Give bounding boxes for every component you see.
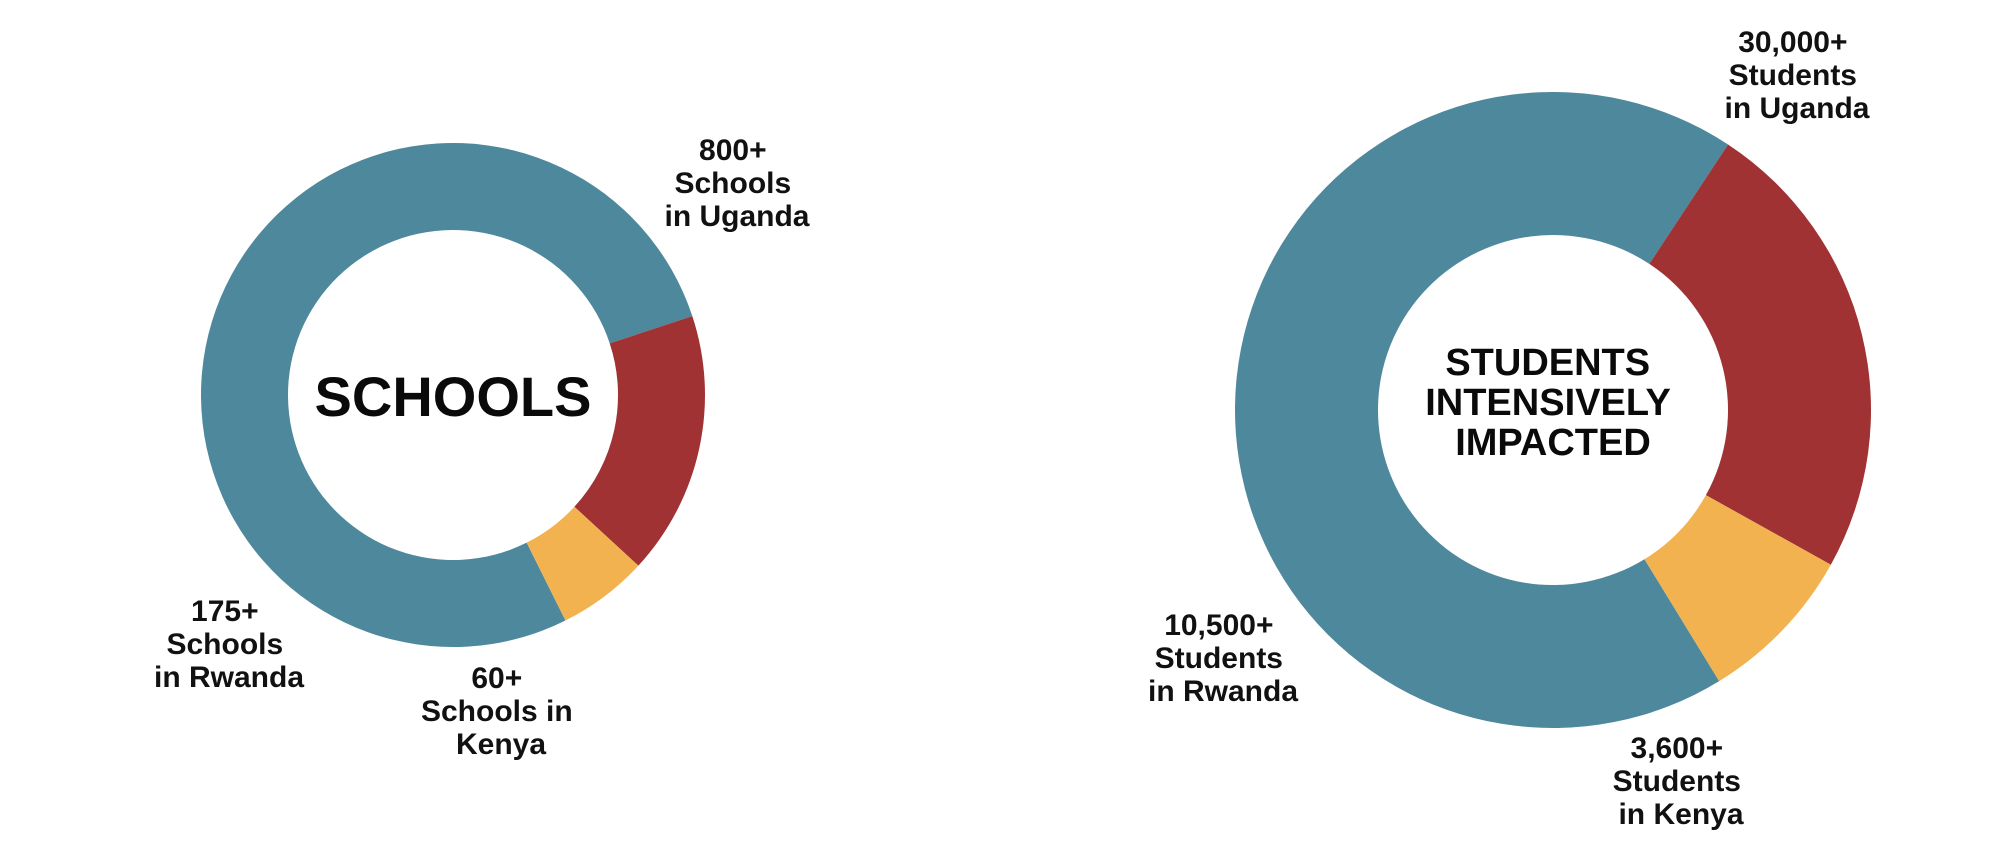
schools-slice-rwanda bbox=[574, 316, 705, 566]
label-students-uganda-value: 30,000+ bbox=[1738, 26, 1847, 59]
schools-donut-chart: SCHOOLS 800+ Schools in Uganda 175+ Scho… bbox=[154, 134, 810, 761]
students-slices bbox=[1234, 91, 1871, 728]
students-slice-kenya bbox=[1644, 495, 1831, 682]
schools-center-title: SCHOOLS bbox=[315, 365, 592, 428]
label-schools-rwanda: 175+ Schools in Rwanda bbox=[154, 595, 304, 694]
label-schools-kenya-value: 60+ bbox=[471, 662, 522, 695]
schools-slice-uganda bbox=[201, 142, 693, 647]
schools-slice-kenya bbox=[526, 506, 639, 621]
label-schools-kenya: 60+ Schools in Kenya bbox=[421, 662, 581, 761]
label-schools-rwanda-value: 175+ bbox=[191, 595, 259, 628]
schools-slices bbox=[201, 142, 705, 647]
label-students-rwanda: 10,500+ Students in Rwanda bbox=[1148, 609, 1298, 708]
label-students-rwanda-value: 10,500+ bbox=[1164, 609, 1273, 642]
label-students-uganda: 30,000+ Students in Uganda bbox=[1724, 26, 1869, 125]
label-schools-uganda-value: 800+ bbox=[699, 134, 767, 167]
label-students-kenya-value: 3,600+ bbox=[1631, 732, 1724, 765]
students-donut-chart: STUDENTS INTENSIVELY IMPACTED 30,000+ St… bbox=[1148, 26, 1871, 831]
students-center-title: STUDENTS INTENSIVELY IMPACTED bbox=[1425, 342, 1681, 464]
students-slice-rwanda bbox=[1649, 144, 1871, 565]
label-schools-uganda: 800+ Schools in Uganda bbox=[664, 134, 809, 233]
students-slice-uganda bbox=[1234, 91, 1729, 728]
label-students-kenya: 3,600+ Students in Kenya bbox=[1613, 732, 1750, 831]
